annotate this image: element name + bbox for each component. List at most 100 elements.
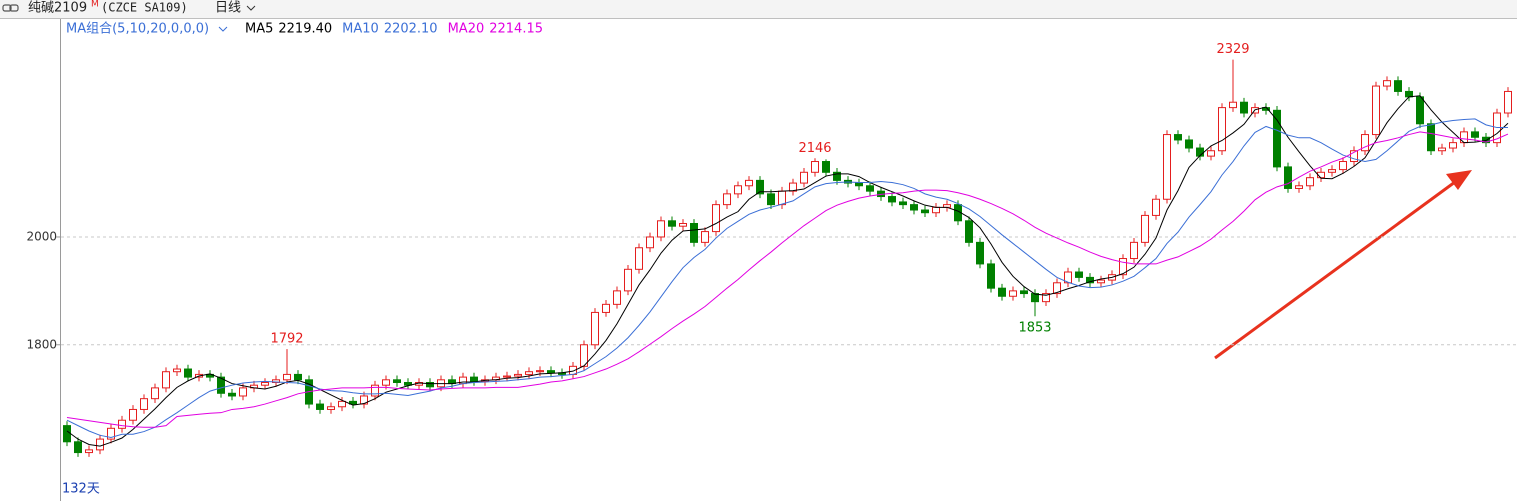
candle-body bbox=[1350, 150, 1358, 163]
candle-body bbox=[1471, 131, 1479, 138]
high-label: 1792 bbox=[270, 332, 303, 347]
candle-body bbox=[613, 290, 621, 305]
candle-body bbox=[349, 400, 357, 405]
link-icon[interactable] bbox=[2, 4, 19, 12]
candle-body bbox=[888, 196, 896, 203]
candle-body bbox=[1383, 80, 1391, 87]
candle-body bbox=[602, 303, 610, 313]
ma-line bbox=[66, 131, 1509, 428]
candle-body bbox=[503, 375, 511, 378]
candle-body bbox=[404, 382, 412, 386]
candle-body bbox=[1064, 271, 1072, 284]
candle-body bbox=[1053, 282, 1061, 295]
candle-body bbox=[74, 441, 82, 454]
candle-body bbox=[371, 384, 379, 397]
candle-body bbox=[107, 427, 115, 440]
candle-body bbox=[1394, 80, 1402, 92]
candle-body bbox=[1240, 101, 1248, 114]
indicator[interactable]: MA组合(5,10,20,0,0,0) bbox=[66, 22, 209, 37]
candle-body bbox=[1504, 90, 1512, 114]
candle-body bbox=[63, 425, 71, 443]
candle-body bbox=[998, 287, 1006, 297]
y-tick-label: 2000 bbox=[26, 229, 57, 243]
candle-body bbox=[756, 179, 764, 195]
candle-body bbox=[1086, 276, 1094, 284]
legend-value: 2219.40 bbox=[278, 22, 332, 37]
indicator-dropdown[interactable] bbox=[218, 26, 228, 32]
candle-body bbox=[646, 236, 654, 249]
symbol-flag: M bbox=[91, 0, 99, 10]
candle-body bbox=[1207, 150, 1215, 157]
candle-body bbox=[261, 382, 269, 386]
candle-body bbox=[1284, 166, 1292, 189]
candle-body bbox=[778, 190, 786, 206]
candle-body bbox=[129, 408, 137, 421]
candle-body bbox=[217, 376, 225, 394]
candle-body bbox=[789, 182, 797, 192]
candle-body bbox=[635, 247, 643, 270]
candle-body bbox=[767, 193, 775, 206]
candle-body bbox=[272, 379, 280, 384]
candle-body bbox=[1372, 85, 1380, 136]
candle-body bbox=[514, 373, 522, 377]
candle-body bbox=[1306, 177, 1314, 187]
top-bar bbox=[0, 0, 1517, 18]
period[interactable]: 日线 bbox=[215, 1, 241, 16]
candle-body bbox=[1185, 139, 1193, 149]
candle-body bbox=[624, 268, 632, 292]
symbol: 纯碱2109 bbox=[28, 1, 87, 16]
legend-value: 2214.15 bbox=[489, 22, 543, 37]
high-label: 2146 bbox=[798, 141, 831, 156]
candle-body bbox=[1427, 123, 1435, 152]
candle-body bbox=[151, 387, 159, 400]
candle-body bbox=[525, 371, 533, 375]
candle-body bbox=[393, 379, 401, 384]
legend-name: MA10 bbox=[342, 22, 379, 37]
candle-body bbox=[162, 371, 170, 389]
candle-body bbox=[1218, 107, 1226, 152]
candle-body bbox=[118, 419, 126, 429]
candle-body bbox=[932, 206, 940, 214]
candle-body bbox=[382, 379, 390, 386]
exchange: (CZCE SA109) bbox=[101, 1, 188, 15]
candle-body bbox=[239, 387, 247, 397]
ma-line bbox=[66, 118, 1508, 438]
candle-body bbox=[657, 220, 665, 238]
candle-body bbox=[338, 400, 346, 408]
candle-body bbox=[1405, 90, 1413, 98]
candle-body bbox=[833, 171, 841, 181]
period-dropdown[interactable] bbox=[246, 5, 256, 11]
candle-body bbox=[1196, 147, 1204, 157]
candle-body bbox=[910, 204, 918, 211]
candle-body bbox=[1042, 293, 1050, 303]
candle-body bbox=[1361, 134, 1369, 152]
candle-body bbox=[85, 449, 93, 454]
candle-body bbox=[690, 222, 698, 243]
legend-name: MA20 bbox=[448, 22, 485, 37]
candle-body bbox=[987, 263, 995, 289]
candle-body bbox=[536, 370, 544, 373]
candle-body bbox=[283, 373, 291, 381]
candle-body bbox=[723, 193, 731, 206]
candle-body bbox=[1295, 185, 1303, 189]
candle-body bbox=[294, 373, 302, 381]
high-label: 2329 bbox=[1216, 42, 1249, 57]
candle-body bbox=[822, 161, 830, 173]
candle-body bbox=[1130, 241, 1138, 260]
candle-body bbox=[1141, 214, 1149, 243]
low-label: 1853 bbox=[1018, 321, 1051, 336]
candle-body bbox=[1020, 290, 1028, 295]
candle-body bbox=[668, 220, 676, 227]
candle-body bbox=[976, 241, 984, 265]
y-tick-label: 1800 bbox=[26, 337, 57, 351]
candle-body bbox=[1152, 198, 1160, 216]
candle-body bbox=[811, 161, 819, 173]
candle-body bbox=[1119, 258, 1127, 276]
candle-body bbox=[866, 185, 874, 192]
candle-body bbox=[734, 185, 742, 195]
candle-body bbox=[228, 392, 236, 397]
candle-body bbox=[701, 231, 709, 243]
